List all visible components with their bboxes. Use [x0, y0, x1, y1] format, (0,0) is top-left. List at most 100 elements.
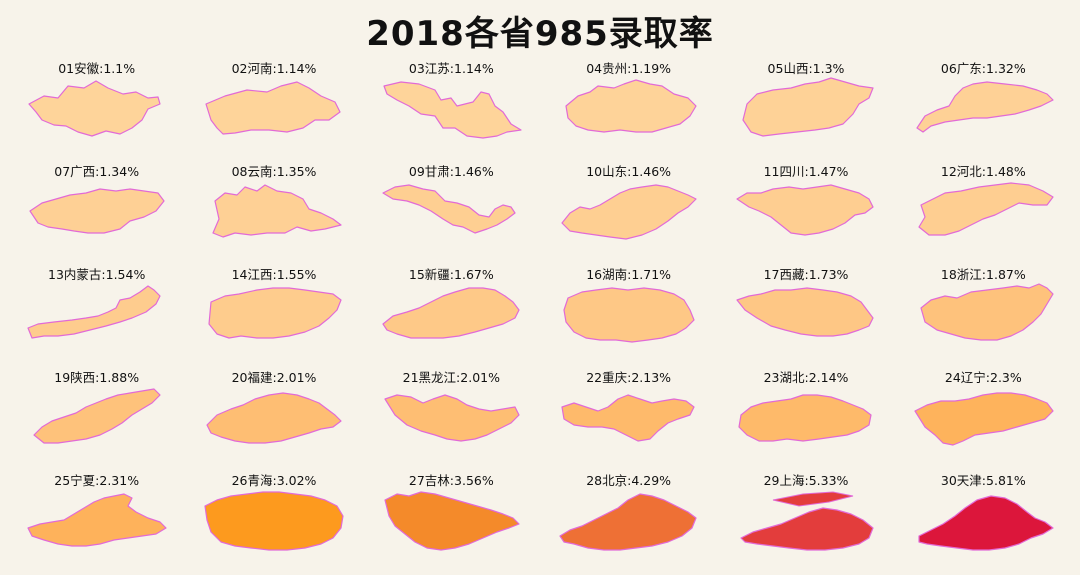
province-label: 25宁夏:2.31% [54, 473, 140, 488]
province-shape [738, 394, 872, 442]
province-shape [28, 80, 161, 137]
province-fill [206, 392, 342, 444]
province-grid: 01安徽:1.1% 02河南:1.14% 03江苏:1.14% 04贵州:1.19% 0… [8, 54, 1072, 569]
province-fill [384, 491, 520, 551]
province-label: 27吉林:3.56% [408, 473, 494, 488]
province-label: 20福建:2.01% [231, 370, 317, 385]
province-fill [736, 184, 874, 236]
province-cell: 25宁夏:2.31% [8, 466, 185, 569]
province-fill [33, 388, 161, 444]
province-label: 12河北:1.48% [940, 164, 1026, 179]
province-shape [27, 493, 167, 547]
province-label: 10山东:1.46% [586, 164, 672, 179]
province-cell: 02河南:1.14% [185, 54, 362, 157]
province-label: 05山西:1.3% [767, 61, 845, 76]
province-label: 09甘肃:1.46% [408, 164, 494, 179]
province-shape [740, 491, 874, 551]
province-shape [563, 287, 695, 343]
province-label: 02河南:1.14% [231, 61, 317, 76]
province-shape [742, 77, 874, 137]
province-shape [384, 491, 520, 551]
province-cell: 24辽宁:2.3% [895, 363, 1072, 466]
province-fill [382, 287, 520, 339]
province-label: 13内蒙古:1.54% [48, 267, 146, 282]
province-label: 18浙江:1.87% [940, 267, 1026, 282]
province-fill [559, 493, 697, 551]
province-shape [27, 285, 161, 339]
province-fill [742, 77, 874, 137]
province-shape [914, 392, 1054, 446]
province-fill [918, 182, 1054, 236]
province-fill [561, 394, 695, 442]
province-shape [206, 392, 342, 444]
province-fill [205, 81, 341, 135]
province-shape [382, 184, 516, 234]
province-cell: 03江苏:1.14% [363, 54, 540, 157]
province-label: 03江苏:1.14% [408, 61, 494, 76]
province-fill [563, 287, 695, 343]
province-label: 11四川:1.47% [763, 164, 849, 179]
province-cell: 01安徽:1.1% [8, 54, 185, 157]
province-shape [565, 79, 697, 133]
province-label: 06广东:1.32% [940, 61, 1026, 76]
province-cell: 15新疆:1.67% [363, 260, 540, 363]
province-shape [382, 287, 520, 339]
province-fill [383, 81, 522, 139]
province-cell: 05山西:1.3% [717, 54, 894, 157]
province-cell: 23湖北:2.14% [717, 363, 894, 466]
province-shape [205, 81, 341, 135]
province-cell: 08云南:1.35% [185, 157, 362, 260]
province-fill [916, 81, 1054, 133]
province-shape [33, 388, 161, 444]
province-fill [27, 285, 161, 339]
province-fill [561, 184, 697, 240]
province-label: 15新疆:1.67% [408, 267, 494, 282]
province-shape [208, 287, 342, 339]
province-label: 26青海:3.02% [231, 473, 317, 488]
province-label: 29上海:5.33% [763, 473, 849, 488]
province-cell: 13内蒙古:1.54% [8, 260, 185, 363]
province-fill [382, 184, 516, 234]
province-shape [212, 184, 342, 238]
province-shape [918, 182, 1054, 236]
province-fill [29, 188, 165, 234]
province-label: 22重庆:2.13% [586, 370, 672, 385]
map-title: 2018各省985录取率 [366, 14, 714, 54]
province-island [773, 491, 854, 507]
province-label: 08云南:1.35% [231, 164, 317, 179]
province-cell: 10山东:1.46% [540, 157, 717, 260]
province-cell: 30天津:5.81% [895, 466, 1072, 569]
province-cell: 17西藏:1.73% [717, 260, 894, 363]
province-label: 04贵州:1.19% [586, 61, 672, 76]
province-cell: 11四川:1.47% [717, 157, 894, 260]
province-shape [561, 394, 695, 442]
province-cell: 18浙江:1.87% [895, 260, 1072, 363]
province-label: 01安徽:1.1% [58, 61, 136, 76]
province-cell: 29上海:5.33% [717, 466, 894, 569]
province-cell: 12河北:1.48% [895, 157, 1072, 260]
province-shape [384, 394, 520, 442]
province-shape [561, 184, 697, 240]
province-cell: 06广东:1.32% [895, 54, 1072, 157]
province-cell: 14江西:1.55% [185, 260, 362, 363]
province-label: 17西藏:1.73% [763, 267, 849, 282]
province-fill [204, 491, 344, 551]
province-fill [565, 79, 697, 133]
province-shape [736, 184, 874, 236]
province-label: 16湖南:1.71% [586, 267, 672, 282]
province-label: 19陕西:1.88% [54, 370, 140, 385]
province-cell: 27吉林:3.56% [363, 466, 540, 569]
province-label: 30天津:5.81% [940, 473, 1026, 488]
province-label: 21黑龙江:2.01% [402, 370, 500, 385]
province-fill [738, 394, 872, 442]
province-cell: 04贵州:1.19% [540, 54, 717, 157]
province-shape [204, 491, 344, 551]
province-fill [914, 392, 1054, 446]
province-label: 24辽宁:2.3% [944, 370, 1022, 385]
province-shape [29, 188, 165, 234]
province-cell: 16湖南:1.71% [540, 260, 717, 363]
province-shape [383, 81, 522, 139]
province-cell: 28北京:4.29% [540, 466, 717, 569]
province-shape [920, 283, 1054, 341]
province-fill [918, 495, 1054, 551]
